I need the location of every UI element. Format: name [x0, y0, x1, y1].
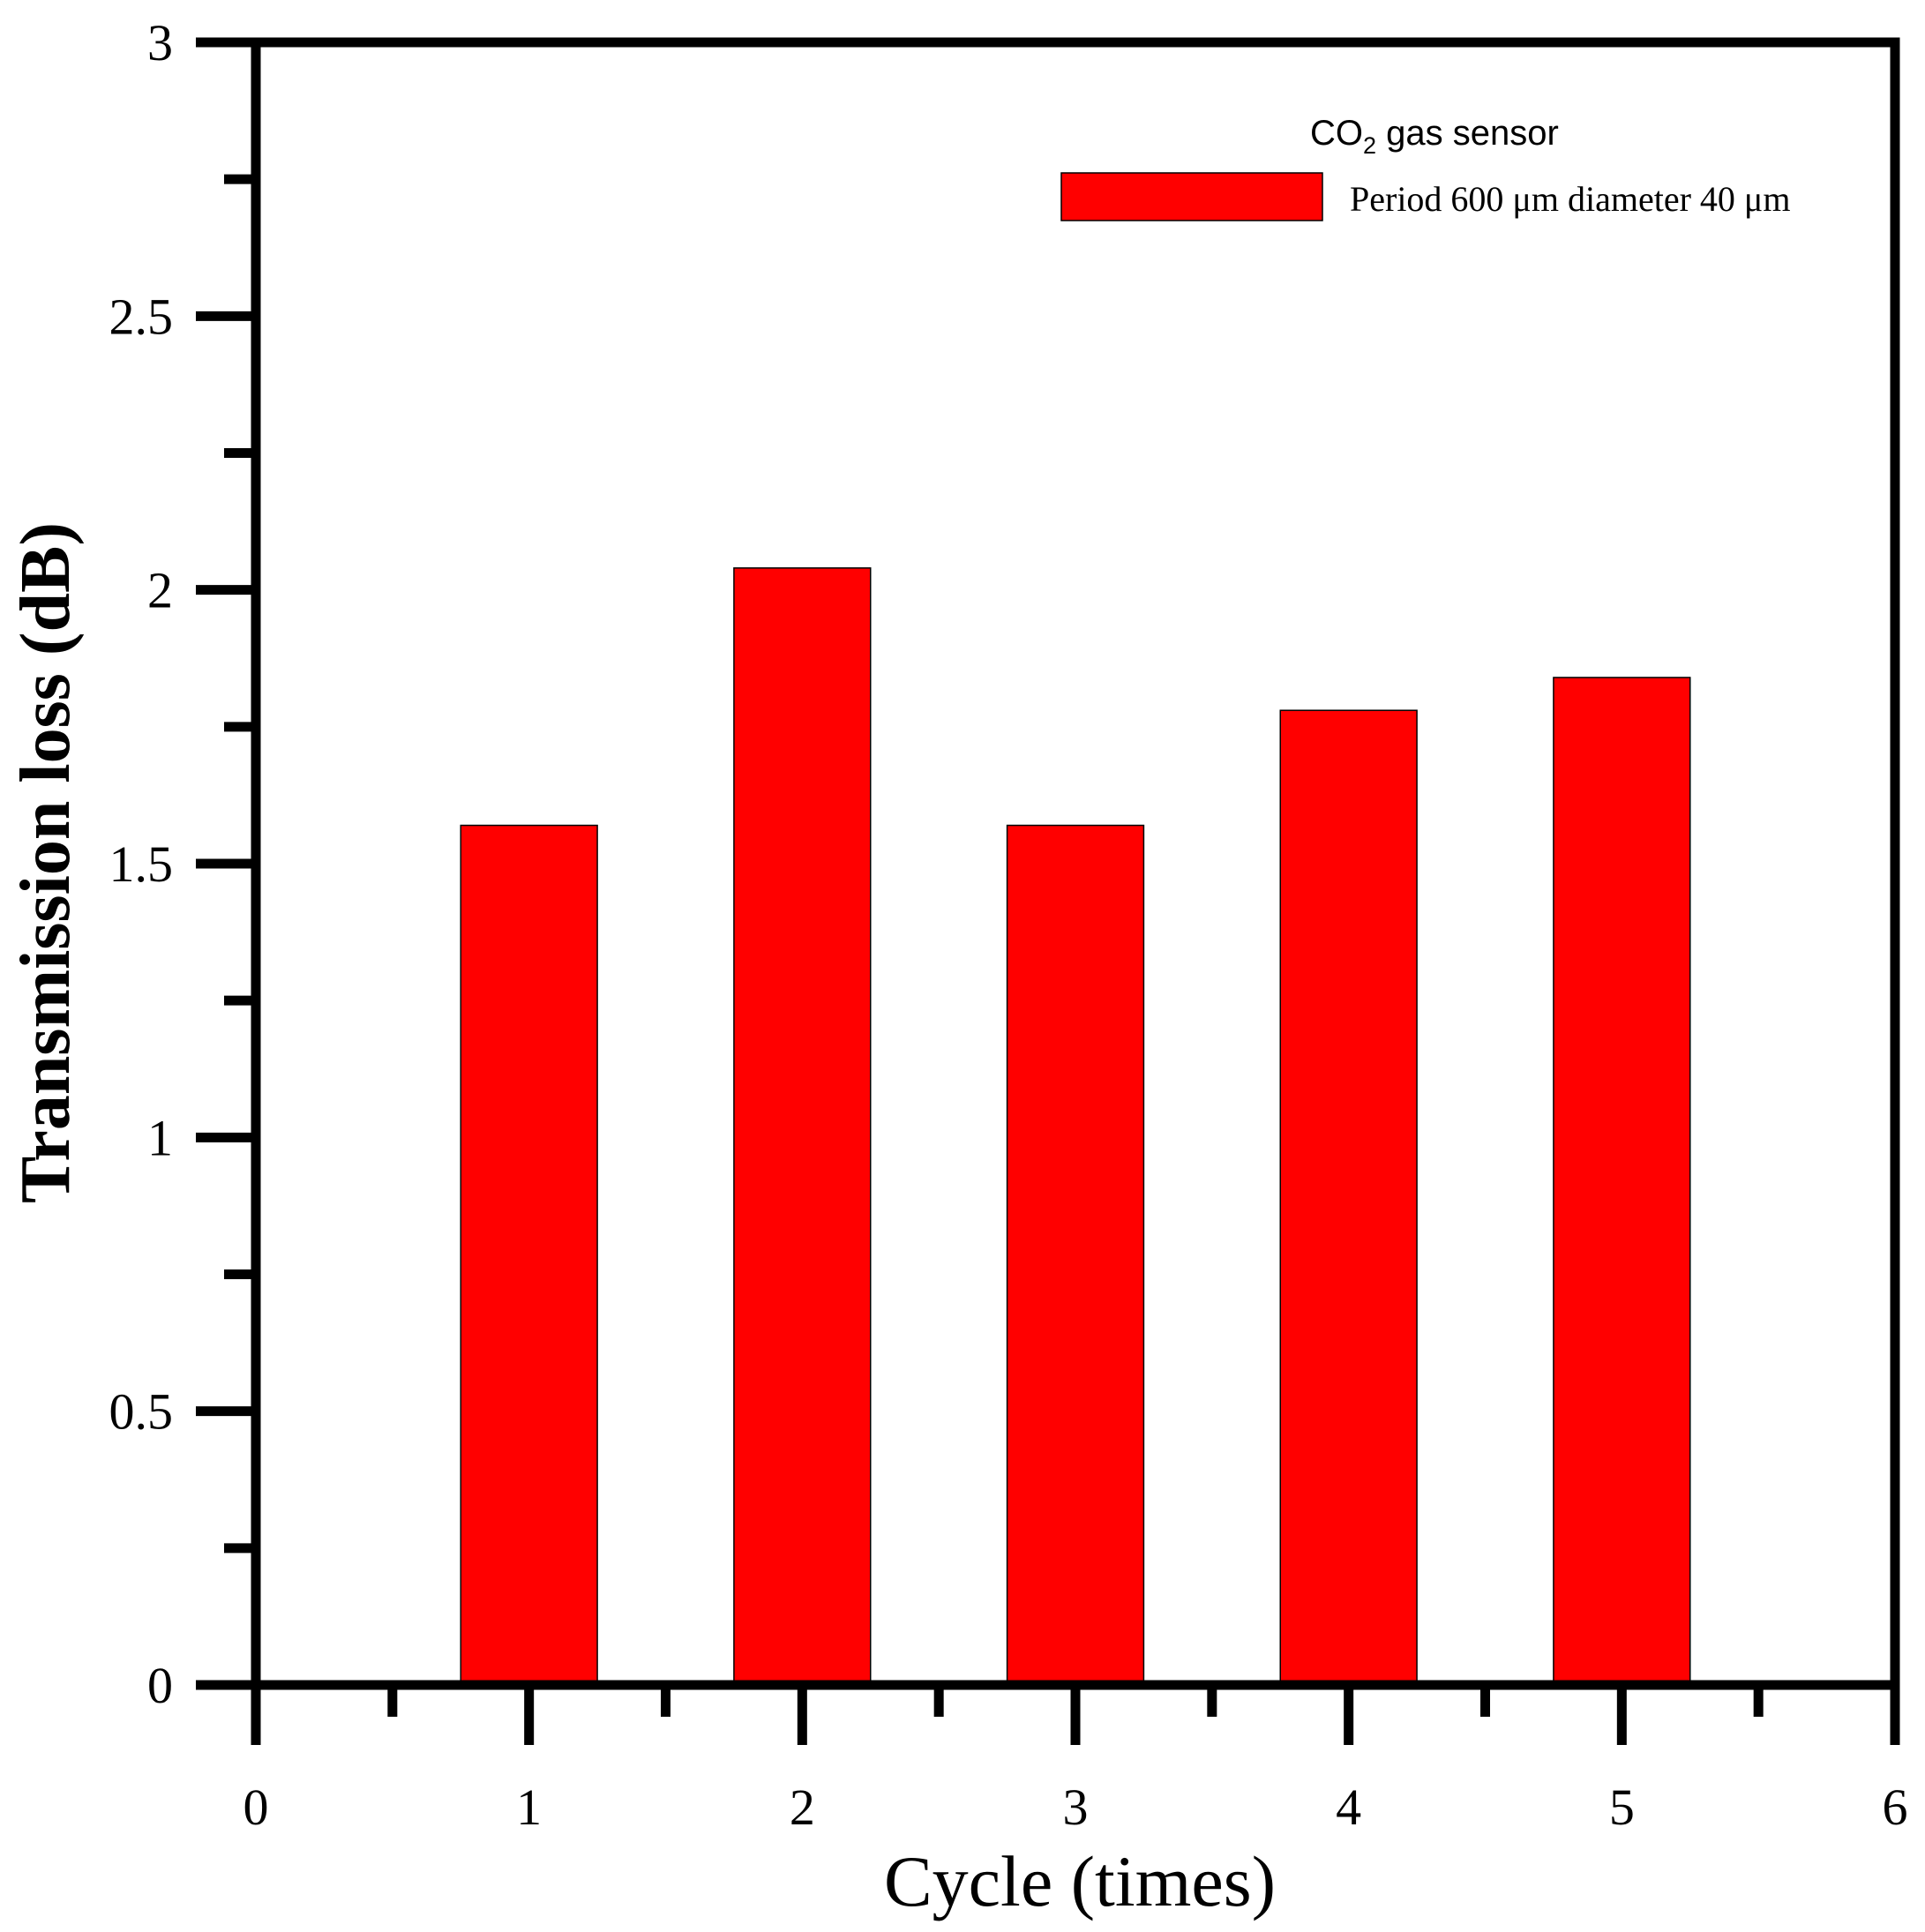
bar-cycle-3 — [1006, 824, 1145, 1686]
bar-cycle-2 — [733, 567, 872, 1686]
y-tick-label: 2 — [147, 562, 173, 619]
y-tick-label: 0 — [147, 1657, 173, 1714]
ticks-group: 0 0.5 1 1.5 2 2.5 3 0 1 2 3 4 5 6 — [109, 14, 1908, 1836]
y-tick-label: 2.5 — [109, 288, 174, 345]
legend: CO2 gas sensor Period 600 μm diameter 40… — [1060, 114, 1790, 221]
bar-cycle-4 — [1279, 709, 1418, 1686]
y-axis-title: Transmission loss (dB) — [7, 522, 85, 1203]
x-axis-title: Cycle (times) — [884, 1841, 1276, 1921]
y-tick-label: 1 — [147, 1109, 173, 1166]
y-tick-label: 0.5 — [109, 1383, 174, 1441]
y-tick-label: 1.5 — [109, 835, 174, 893]
legend-title-rest: gas sensor — [1376, 114, 1559, 153]
bar-cycle-1 — [460, 824, 598, 1686]
legend-title: CO2 gas sensor — [1310, 114, 1559, 159]
y-tick-label: 3 — [147, 14, 173, 71]
x-tick-label: 4 — [1336, 1778, 1361, 1836]
bars-group — [460, 567, 1691, 1686]
x-tick-label: 6 — [1883, 1778, 1908, 1836]
x-tick-label: 0 — [243, 1778, 269, 1836]
x-tick-label: 2 — [790, 1778, 815, 1836]
x-tick-label: 3 — [1063, 1778, 1089, 1836]
legend-title-main: CO — [1310, 114, 1363, 153]
legend-swatch — [1060, 172, 1323, 221]
x-tick-label: 1 — [516, 1778, 542, 1836]
legend-title-subscript: 2 — [1363, 132, 1376, 159]
legend-label: Period 600 μm diameter 40 μm — [1350, 179, 1790, 219]
x-tick-label: 5 — [1609, 1778, 1635, 1836]
bar-cycle-5 — [1553, 677, 1691, 1686]
